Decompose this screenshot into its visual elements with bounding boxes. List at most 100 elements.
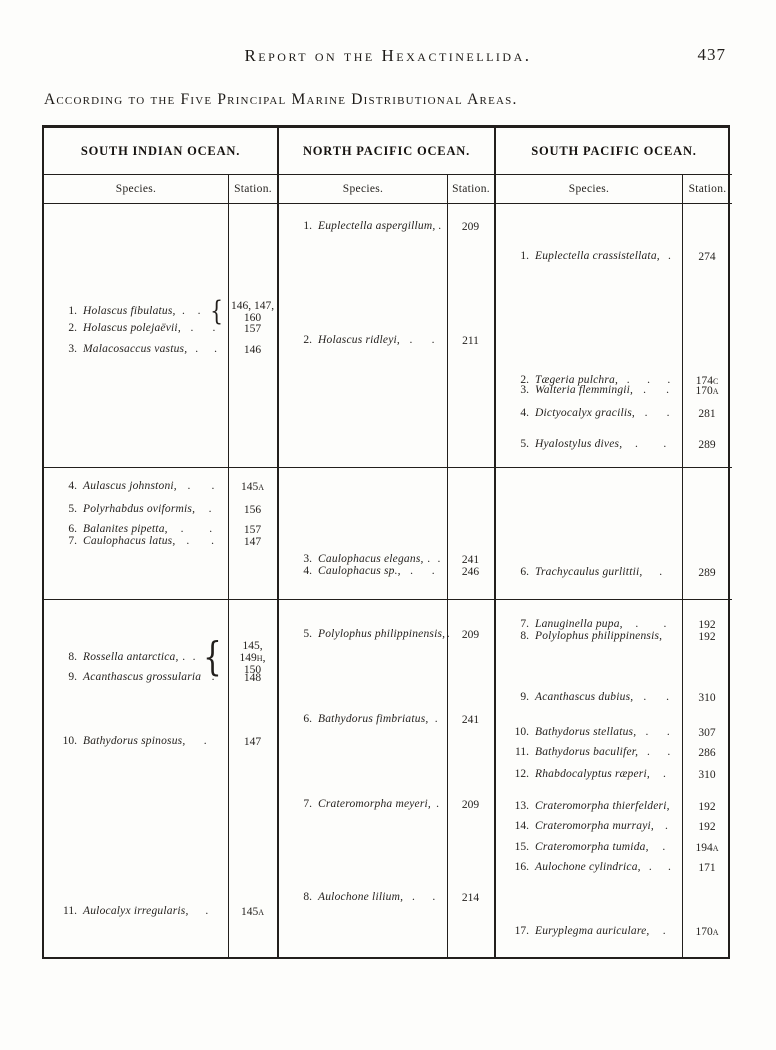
leader-dots: . bbox=[649, 925, 679, 938]
species-number: 5. bbox=[303, 628, 312, 640]
species-name: Dictyocalyx gracilis, bbox=[535, 407, 636, 419]
table-row: 2. Tægeria pulchra,... 174c bbox=[496, 374, 732, 387]
station-value: 310 bbox=[682, 692, 732, 704]
species-number: 6. bbox=[520, 566, 529, 578]
species-number: 3. bbox=[520, 384, 529, 396]
table-row: 2. Holascus polejaëvii,.. 157 bbox=[44, 322, 277, 335]
species-name: Acanthascus grossularia bbox=[83, 671, 202, 683]
species-name: Crateromorpha murrayi, bbox=[535, 820, 654, 832]
leader-dot: . bbox=[186, 535, 190, 547]
leader-dot: . bbox=[659, 566, 663, 578]
table-row: 9. Acanthascus grossularia. 148 bbox=[44, 671, 277, 684]
leader-dots: .. bbox=[622, 438, 679, 451]
table-band-south-indian-2: 4. Aulascus johnstoni,.. 145a 5. Polyrhabdus… bbox=[44, 467, 277, 599]
leader-dot: . bbox=[187, 480, 191, 492]
station-value: 211 bbox=[447, 335, 494, 347]
species-name: Crateromorpha thierfelderi, bbox=[535, 800, 670, 812]
leader-dot: . bbox=[437, 553, 441, 565]
species-cell: 5. Polyrhabdus oviformis,. bbox=[44, 503, 228, 516]
station-value: 194a bbox=[682, 842, 732, 854]
brace-glyph: { bbox=[203, 635, 222, 680]
leader-dots: .. bbox=[424, 553, 444, 566]
leader-dot: . bbox=[645, 726, 649, 738]
species-cell: 1. Holascus fibulatus,..{ bbox=[44, 298, 228, 325]
species-name: Bathydorus fimbriatus, bbox=[318, 713, 429, 725]
leader-dot: . bbox=[432, 891, 436, 903]
species-name: Bathydorus stellatus, bbox=[535, 726, 637, 738]
species-name: Balanites pipetta, bbox=[83, 523, 168, 535]
leader-dot: . bbox=[666, 407, 670, 419]
table-row: 13. Crateromorpha thierfelderi, 192 bbox=[496, 800, 732, 813]
station-value: 147 bbox=[228, 736, 277, 748]
leader-dots: .. bbox=[635, 407, 679, 420]
station-line: 145, bbox=[242, 639, 263, 652]
leader-dots: .. bbox=[633, 384, 679, 397]
column-header-south-indian-ocean: SOUTH INDIAN OCEAN. bbox=[44, 128, 277, 175]
species-cell: 8. Rossella antarctica,..{ bbox=[44, 635, 228, 680]
species-cell: 4. Aulascus johnstoni,.. bbox=[44, 480, 228, 493]
table-row: 3. Malacosaccus vastus,.. 146 bbox=[44, 343, 277, 356]
leader-dot: . bbox=[214, 343, 218, 355]
station-value: 157 bbox=[228, 524, 277, 536]
species-cell: 6. Trachycaulus gurlittii,. bbox=[496, 566, 682, 579]
station-line: 147 bbox=[243, 735, 262, 748]
station-value: 214 bbox=[447, 892, 494, 904]
station-value: 145a bbox=[228, 906, 277, 918]
leader-dot: . bbox=[438, 220, 442, 232]
leader-dot: . bbox=[663, 618, 667, 630]
table-row: 1. Holascus fibulatus,..{146, 147, 160 bbox=[44, 298, 277, 325]
species-name: Euplectella aspergillum, bbox=[318, 220, 436, 232]
species-name: Acanthascus dubius, bbox=[535, 691, 634, 703]
table-row: 7. Caulophacus latus,.. 147 bbox=[44, 535, 277, 548]
leader-dot: . bbox=[211, 535, 215, 547]
station-header: Station. bbox=[682, 175, 732, 204]
species-number: 6. bbox=[68, 523, 77, 535]
leader-dots: . bbox=[660, 250, 679, 263]
leader-dot: . bbox=[195, 343, 199, 355]
station-value: 192 bbox=[682, 821, 732, 833]
table-row: 4. Dictyocalyx gracilis,.. 281 bbox=[496, 407, 732, 420]
table-row: 4. Caulophacus sp.,.. 246 bbox=[279, 565, 494, 578]
species-name: Lanuginella pupa, bbox=[535, 618, 623, 630]
station-line: 148 bbox=[243, 671, 262, 684]
species-cell: 5. Hyalostylus dives,.. bbox=[496, 438, 682, 451]
leader-dots: . bbox=[649, 841, 679, 854]
leader-dot: . bbox=[197, 305, 201, 318]
species-number: 5. bbox=[68, 503, 77, 515]
species-number: 10. bbox=[514, 726, 529, 738]
leader-dot: . bbox=[180, 523, 184, 535]
table-row: 1. Euplectella aspergillum,. 209 bbox=[279, 220, 494, 233]
station-value: 146, 147, 160 bbox=[228, 300, 277, 324]
leader-dots: . bbox=[189, 905, 225, 918]
table-band-north-pacific-3: 5. Polylophus philippinensis,. 209 6. Bathyd… bbox=[277, 599, 494, 957]
table-row: 10. Bathydorus spinosus,. 147 bbox=[44, 735, 277, 748]
station-line: 146, 147, bbox=[230, 299, 275, 312]
leader-dot: . bbox=[409, 334, 413, 346]
species-number: 9. bbox=[68, 671, 77, 683]
species-cell: 11. Aulocalyx irregularis,. bbox=[44, 905, 228, 918]
station-line: 145a bbox=[240, 905, 265, 918]
table-row: 14. Crateromorpha murrayi,. 192 bbox=[496, 820, 732, 833]
station-line: 149h, bbox=[239, 651, 266, 664]
species-name: Hyalostylus dives, bbox=[535, 438, 623, 450]
leader-dot: . bbox=[190, 322, 194, 334]
leader-dots: .. bbox=[633, 691, 679, 704]
leader-dot: . bbox=[211, 671, 215, 683]
species-station-divider-line bbox=[228, 600, 229, 957]
species-name: Rhabdocalyptus ræperi, bbox=[535, 768, 650, 780]
species-cell: 13. Crateromorpha thierfelderi, bbox=[496, 800, 682, 813]
station-line: 281 bbox=[698, 407, 716, 420]
species-cell: 2. Holascus ridleyi,.. bbox=[279, 334, 447, 347]
station-line: 192 bbox=[698, 630, 716, 643]
table-row: 6. Trachycaulus gurlittii,. 289 bbox=[496, 566, 732, 579]
species-name: Euplectella crassistellata, bbox=[535, 250, 660, 262]
station-header: Station. bbox=[447, 175, 494, 204]
station-value: 289 bbox=[682, 439, 732, 451]
species-name: Caulophacus sp., bbox=[318, 565, 401, 577]
species-station-divider-line bbox=[447, 468, 448, 599]
station-value: 174c bbox=[682, 375, 732, 387]
species-number: 10. bbox=[62, 735, 77, 747]
station-value: 289 bbox=[682, 567, 732, 579]
station-line: 157 bbox=[243, 322, 262, 335]
